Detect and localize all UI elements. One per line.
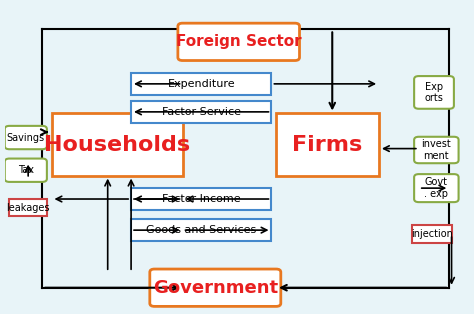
Text: Goods and Services: Goods and Services	[146, 225, 256, 235]
Text: Exp
orts: Exp orts	[425, 82, 444, 103]
FancyBboxPatch shape	[131, 73, 272, 95]
FancyBboxPatch shape	[131, 188, 272, 210]
FancyBboxPatch shape	[131, 101, 272, 123]
Text: Expenditure: Expenditure	[167, 79, 235, 89]
Text: leakages: leakages	[7, 203, 50, 213]
Text: Factor Service: Factor Service	[162, 107, 241, 117]
Text: Government: Government	[153, 279, 278, 297]
FancyBboxPatch shape	[414, 76, 454, 109]
FancyBboxPatch shape	[131, 219, 272, 241]
Text: Govt
. exp: Govt . exp	[424, 177, 448, 199]
Text: Savings: Savings	[7, 133, 45, 143]
FancyBboxPatch shape	[52, 113, 182, 176]
Text: Foreign Sector: Foreign Sector	[176, 34, 301, 49]
Text: Households: Households	[44, 135, 190, 154]
FancyBboxPatch shape	[5, 159, 47, 182]
Text: Firms: Firms	[292, 135, 363, 154]
FancyBboxPatch shape	[178, 23, 300, 61]
Text: invest
ment: invest ment	[421, 139, 451, 161]
FancyBboxPatch shape	[9, 199, 47, 216]
FancyBboxPatch shape	[414, 174, 458, 202]
Text: Tax: Tax	[18, 165, 34, 175]
FancyBboxPatch shape	[150, 269, 281, 306]
FancyBboxPatch shape	[414, 137, 458, 163]
FancyBboxPatch shape	[5, 126, 47, 149]
FancyBboxPatch shape	[412, 225, 452, 243]
FancyBboxPatch shape	[276, 113, 379, 176]
Text: Factor Income: Factor Income	[162, 194, 241, 204]
Text: injection: injection	[411, 229, 453, 239]
